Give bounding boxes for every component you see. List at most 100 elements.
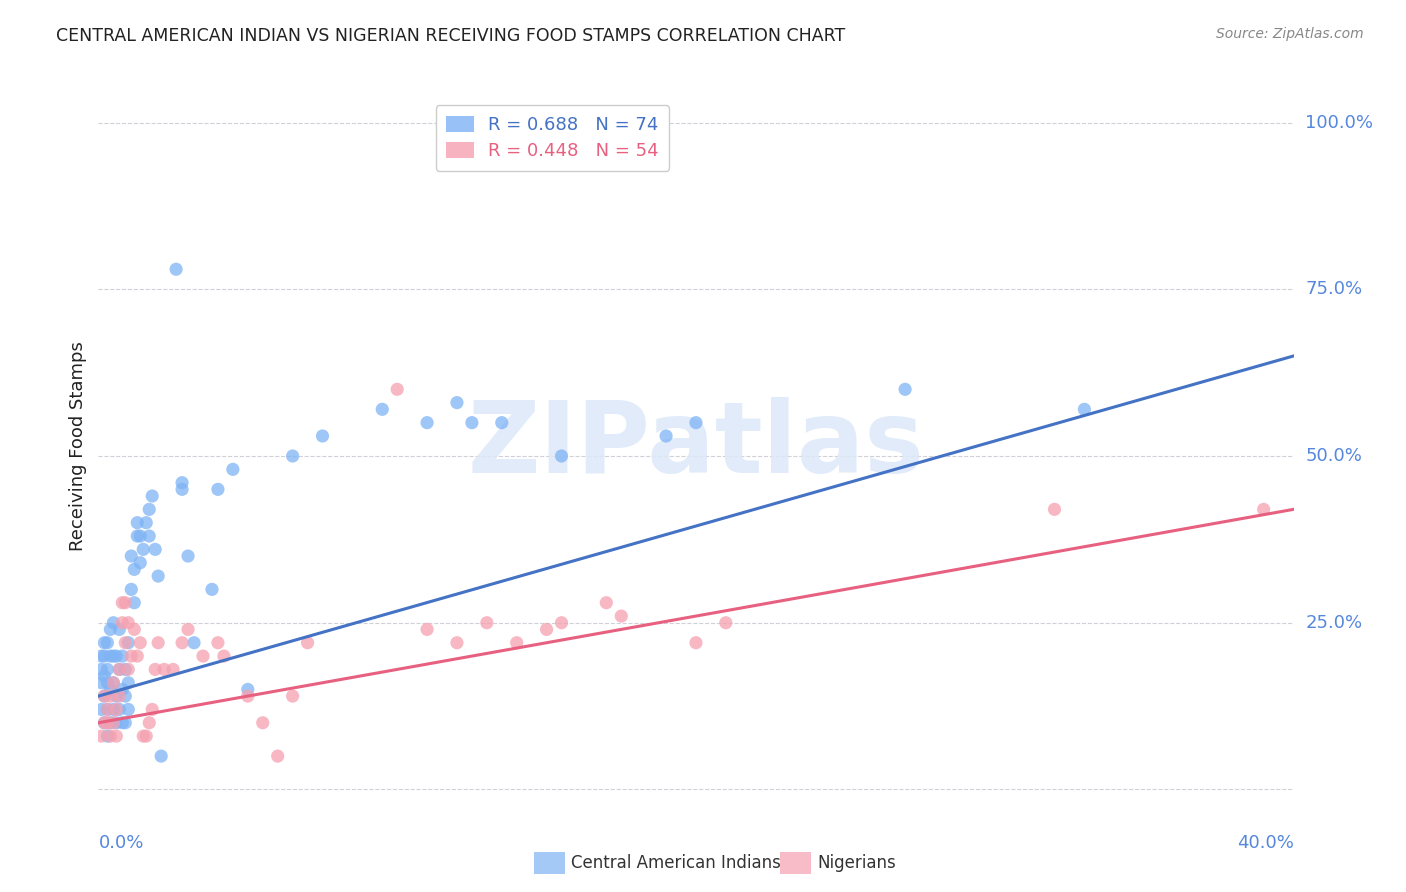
Point <box>162 662 184 676</box>
Point <box>127 529 149 543</box>
Point <box>108 689 131 703</box>
Point <box>103 615 125 630</box>
Point <box>191 649 214 664</box>
Point <box>141 489 163 503</box>
Point <box>96 662 118 676</box>
Point <box>281 689 304 703</box>
Point <box>96 729 118 743</box>
Point <box>120 649 142 664</box>
Point <box>212 649 235 664</box>
Point <box>127 649 149 664</box>
Point <box>93 689 115 703</box>
Point <box>371 402 394 417</box>
Point <box>550 449 572 463</box>
Point <box>550 615 572 630</box>
Point <box>132 729 155 743</box>
Point <box>93 649 115 664</box>
Point <box>124 596 146 610</box>
Legend: R = 0.688   N = 74, R = 0.448   N = 54: R = 0.688 N = 74, R = 0.448 N = 54 <box>436 105 669 170</box>
Y-axis label: Receiving Food Stamps: Receiving Food Stamps <box>69 341 87 551</box>
Point <box>93 715 115 730</box>
Point <box>105 729 128 743</box>
Text: 50.0%: 50.0% <box>1305 447 1362 465</box>
Point <box>610 609 633 624</box>
Text: Source: ZipAtlas.com: Source: ZipAtlas.com <box>1216 27 1364 41</box>
Point <box>143 542 166 557</box>
Point <box>150 749 173 764</box>
Point <box>96 702 118 716</box>
Point <box>103 675 125 690</box>
Point <box>148 569 170 583</box>
Point <box>129 529 152 543</box>
Point <box>1043 502 1066 516</box>
Point <box>127 516 149 530</box>
Point <box>172 483 194 497</box>
Point <box>96 636 118 650</box>
Point <box>177 549 200 563</box>
Point <box>111 649 134 664</box>
Point <box>385 382 409 396</box>
Text: 100.0%: 100.0% <box>1305 113 1374 131</box>
Point <box>138 715 160 730</box>
Point <box>103 649 125 664</box>
Point <box>172 636 194 650</box>
Point <box>311 429 333 443</box>
Point <box>222 462 245 476</box>
Point <box>111 682 134 697</box>
Point <box>124 562 146 576</box>
Point <box>267 749 290 764</box>
Point <box>90 729 112 743</box>
Point <box>114 662 136 676</box>
Point <box>685 636 707 650</box>
Point <box>135 729 157 743</box>
Point <box>129 556 152 570</box>
Point <box>93 689 115 703</box>
Point <box>105 715 128 730</box>
Point <box>103 675 125 690</box>
Text: 25.0%: 25.0% <box>1305 614 1362 632</box>
Point <box>1073 402 1095 417</box>
Point <box>685 416 707 430</box>
Point <box>506 636 529 650</box>
Point <box>536 623 558 637</box>
Point <box>252 715 274 730</box>
Point <box>201 582 224 597</box>
Text: 75.0%: 75.0% <box>1305 280 1362 298</box>
Point <box>98 623 122 637</box>
Point <box>117 615 139 630</box>
Point <box>114 596 136 610</box>
Point <box>714 615 737 630</box>
Point <box>103 715 125 730</box>
Point <box>111 715 134 730</box>
Point <box>297 636 319 650</box>
Point <box>207 636 229 650</box>
Point <box>117 636 139 650</box>
Text: 40.0%: 40.0% <box>1237 834 1294 852</box>
Point <box>138 502 160 516</box>
Point <box>207 483 229 497</box>
Point <box>111 615 134 630</box>
Point <box>93 715 115 730</box>
Point <box>117 675 139 690</box>
Point <box>93 669 115 683</box>
Point <box>105 689 128 703</box>
Point <box>120 549 142 563</box>
Point <box>124 623 146 637</box>
Point <box>114 689 136 703</box>
Point <box>96 702 118 716</box>
Point <box>105 649 128 664</box>
Point <box>90 675 112 690</box>
Point <box>236 689 259 703</box>
Point <box>98 729 122 743</box>
Point <box>281 449 304 463</box>
Point <box>143 662 166 676</box>
Point <box>111 596 134 610</box>
Point <box>135 516 157 530</box>
Point <box>108 623 131 637</box>
Text: Nigerians: Nigerians <box>817 855 896 872</box>
Point <box>165 262 187 277</box>
Point <box>98 689 122 703</box>
Point <box>129 636 152 650</box>
Point <box>114 715 136 730</box>
Point <box>98 649 122 664</box>
